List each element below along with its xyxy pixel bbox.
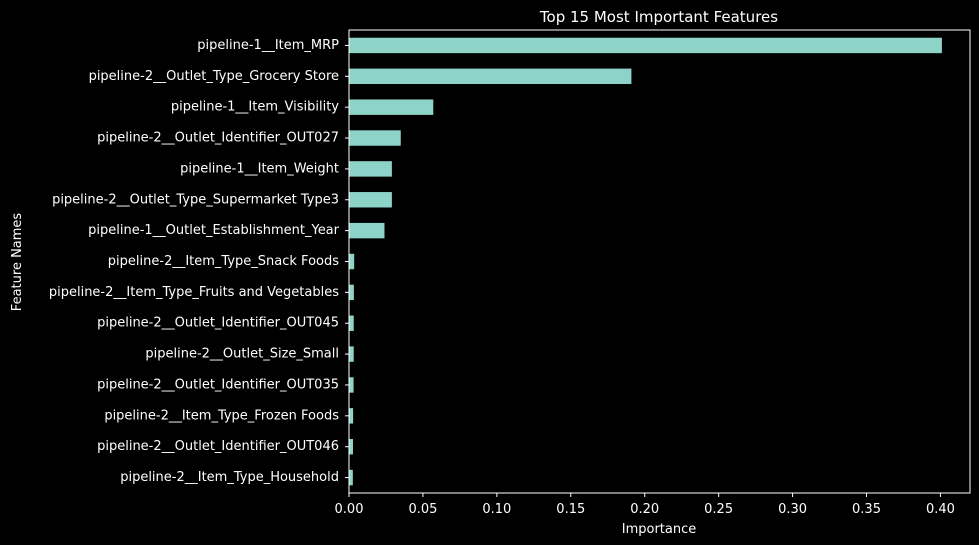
x-tick-label: 0.05 [408,502,437,517]
x-tick-label: 0.10 [482,502,511,517]
bar-6 [349,222,385,239]
category-label: pipeline-1__Item_MRP [197,38,339,53]
bar-0 [349,37,942,54]
category-label: pipeline-1__Item_Weight [180,161,339,176]
bar-4 [349,161,392,177]
category-label: pipeline-2__Item_Type_Fruits and Vegetab… [49,285,339,300]
category-labels: pipeline-1__Item_MRP pipeline-2__Outlet_T… [49,38,349,485]
x-tick-label: 0.40 [926,502,955,517]
category-label: pipeline-2__Outlet_Identifier_OUT027 [97,131,339,146]
x-axis-label: Importance [622,522,697,537]
x-tick-label: 0.25 [704,502,733,517]
x-axis-ticks: 0.00 0.05 0.10 0.15 0.20 0.25 0.30 0.35 0.40 [335,493,955,517]
category-label: pipeline-2__Outlet_Type_Supermarket Type… [52,192,339,207]
plot-frame [348,29,971,494]
bars-group [349,37,942,486]
category-label: pipeline-2__Outlet_Identifier_OUT045 [97,316,339,331]
category-label: pipeline-2__Outlet_Identifier_OUT035 [97,377,339,392]
y-axis-label: Feature Names [10,213,25,312]
bar-9 [349,315,354,331]
bar-12 [349,408,354,424]
bar-8 [349,284,354,301]
category-label: pipeline-1__Item_Visibility [171,100,339,115]
axes-frame [348,29,971,494]
bar-1 [349,68,632,85]
bar-5 [349,192,392,208]
bar-2 [349,99,434,115]
x-tick-label: 0.35 [852,502,881,517]
bar-3 [349,130,401,146]
category-label: pipeline-2__Outlet_Identifier_OUT046 [97,439,339,454]
bar-10 [349,346,354,362]
chart-title: Top 15 Most Important Features [539,8,778,26]
bar-13 [349,438,353,455]
x-tick-label: 0.30 [778,502,807,517]
category-label: pipeline-2__Item_Type_Frozen Foods [104,408,339,423]
x-tick-label: 0.20 [630,502,659,517]
category-label: pipeline-1__Outlet_Establishment_Year [88,223,340,238]
bar-11 [349,377,354,393]
x-tick-label: 0.00 [335,502,364,517]
category-label: pipeline-2__Item_Type_Household [120,470,339,485]
x-tick-label: 0.15 [556,502,585,517]
category-label: pipeline-2__Outlet_Size_Small [145,347,339,362]
bar-14 [349,469,353,486]
bar-7 [349,253,355,270]
category-label: pipeline-2__Outlet_Type_Grocery Store [89,69,339,84]
category-label: pipeline-2__Item_Type_Snack Foods [108,254,339,269]
